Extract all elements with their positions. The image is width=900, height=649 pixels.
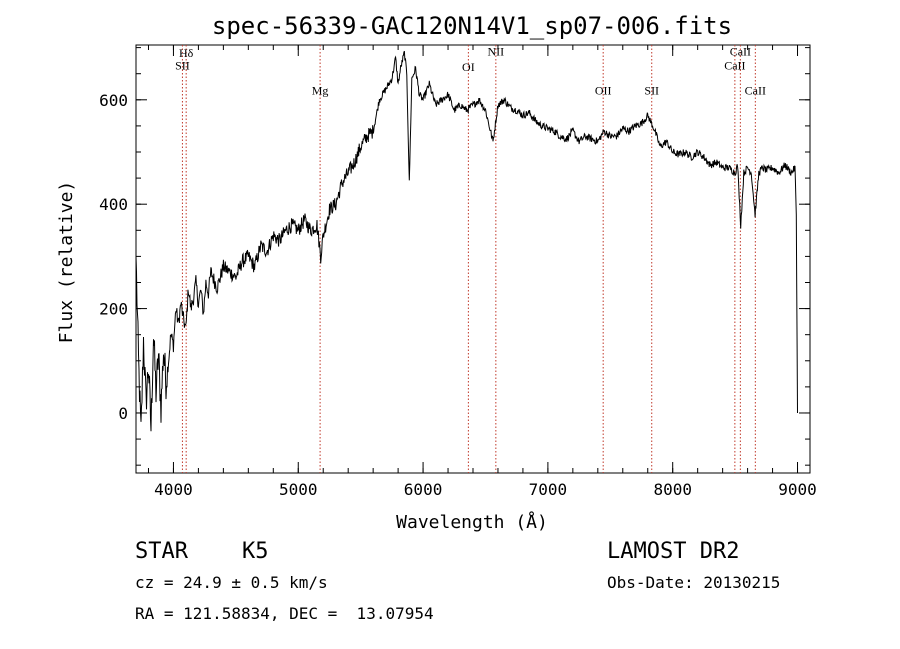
y-axis-label: Flux (relative)	[56, 181, 77, 344]
line-marker-label: OI	[462, 60, 475, 74]
sky-coordinates: RA = 121.58834, DEC = 13.07954	[135, 604, 434, 623]
survey-name: LAMOST DR2	[607, 539, 740, 564]
y-tick-label: 0	[118, 404, 128, 423]
chart-title: spec-56339-GAC120N14V1_sp07-006.fits	[212, 12, 732, 40]
line-marker-label: NII	[488, 44, 505, 58]
object-class: STAR	[135, 539, 188, 564]
x-tick-label: 9000	[778, 480, 817, 499]
y-tick-label: 200	[99, 300, 128, 319]
line-marker-label: OII	[595, 84, 612, 98]
line-marker-label: CaII	[745, 84, 766, 98]
spectral-subclass: K5	[242, 539, 269, 564]
y-tick-label: 600	[99, 91, 128, 110]
spectrum-line	[135, 50, 798, 432]
plot-axes: 4000 5000 6000 7000 8000 9000 0 200 400 600	[99, 44, 817, 499]
plot-frame	[135, 44, 811, 474]
line-marker-label: Hδ	[179, 46, 194, 60]
line-marker-label: Mg	[312, 84, 329, 98]
observation-date: Obs-Date: 20130215	[607, 573, 781, 592]
line-marker-label: CaII	[724, 59, 745, 73]
line-marker-label: SII	[175, 59, 190, 73]
line-marker-label: SII	[644, 84, 659, 98]
x-tick-label: 6000	[404, 480, 443, 499]
line-marker-label: CaII	[730, 44, 751, 58]
y-tick-label: 400	[99, 195, 128, 214]
x-tick-label: 7000	[529, 480, 568, 499]
x-tick-label: 4000	[154, 480, 193, 499]
x-tick-label: 5000	[279, 480, 318, 499]
x-axis-label: Wavelength (Å)	[396, 511, 548, 533]
redshift-velocity: cz = 24.9 ± 0.5 km/s	[135, 573, 328, 592]
x-tick-label: 8000	[653, 480, 692, 499]
